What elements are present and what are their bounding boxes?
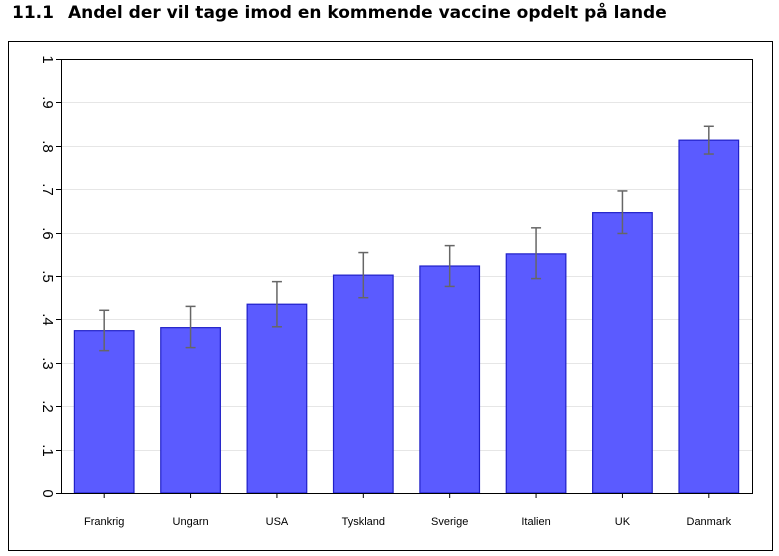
- y-tick-label: .4: [39, 313, 56, 326]
- y-tick-label: .1: [39, 444, 56, 457]
- figure-frame: [8, 41, 773, 551]
- bar: [419, 265, 481, 494]
- y-tick-label: .8: [39, 140, 56, 153]
- bar: [592, 212, 653, 494]
- y-tick-label: .9: [39, 96, 56, 109]
- x-tick-label: USA: [266, 516, 289, 528]
- y-tick-label: .2: [39, 400, 56, 413]
- y-tick-label: .5: [39, 270, 56, 283]
- figure-number: 11.1: [12, 3, 54, 23]
- y-tick-label: 1: [39, 55, 56, 63]
- x-tick-label: UK: [615, 516, 631, 528]
- y-axis: 0 .1 .2 .3 .4 .5 .6 .7 .8 .9 1: [39, 55, 61, 498]
- figure-title-text: Andel der vil tage imod en kommende vacc…: [67, 3, 667, 23]
- x-tick-label: Sverige: [431, 516, 468, 528]
- bar: [505, 253, 567, 494]
- y-tick-label: .3: [39, 357, 56, 370]
- figure-title: 11.1 Andel der vil tage imod en kommende …: [12, 3, 667, 23]
- x-tick-label: Ungarn: [173, 516, 209, 528]
- bar: [678, 139, 740, 494]
- error-bars: [99, 125, 714, 352]
- bars: [73, 139, 740, 494]
- x-tick-label: Tyskland: [342, 516, 385, 528]
- y-tick-label: .6: [39, 227, 56, 240]
- plot-frame: [61, 59, 753, 494]
- bar: [73, 330, 135, 494]
- bar: [246, 303, 308, 494]
- x-tick-label: Danmark: [687, 516, 732, 528]
- bar: [332, 274, 394, 494]
- x-axis: Frankrig Ungarn USA Tyskland Sverige Italien U…: [84, 493, 732, 528]
- y-tick-label: 0: [39, 489, 56, 497]
- x-tick-label: Frankrig: [84, 516, 124, 528]
- x-tick-label: Italien: [521, 516, 550, 528]
- bar: [160, 327, 221, 494]
- y-tick-label: .7: [39, 183, 56, 196]
